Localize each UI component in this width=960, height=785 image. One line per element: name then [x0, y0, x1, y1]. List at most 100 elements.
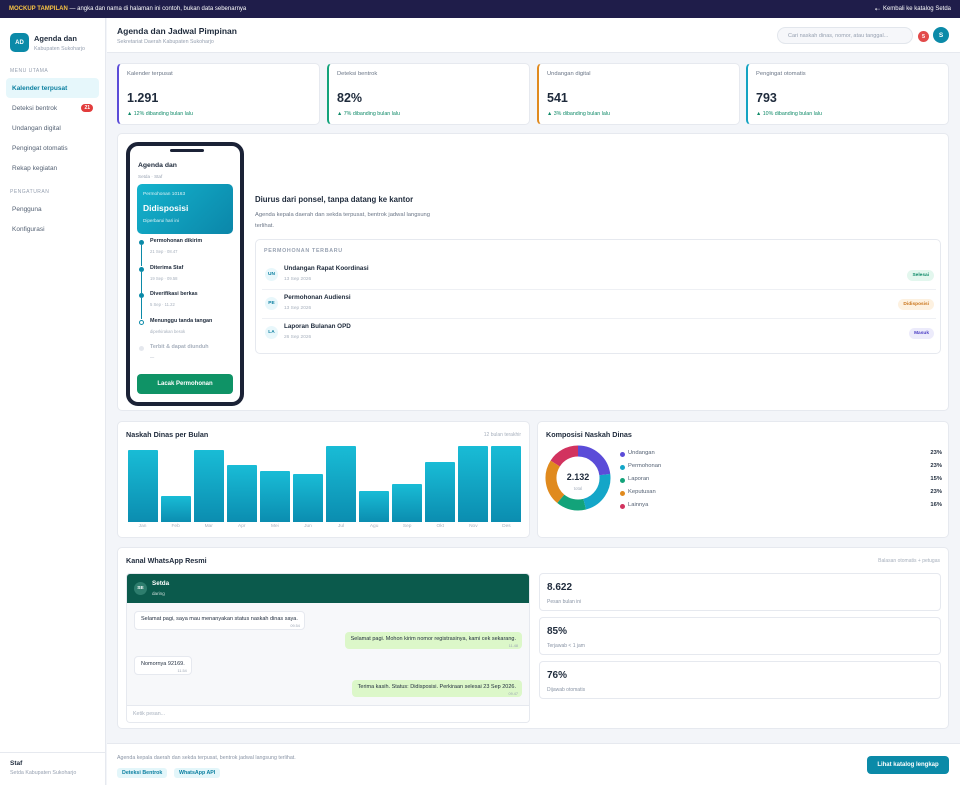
donut-center-label: total [574, 486, 583, 491]
chat-message-outgoing: Terima kasih. Status: Didisposisi. Perki… [351, 680, 522, 697]
timeline-step: Terbit & dapat diunduh — [139, 344, 235, 371]
x-tick-label: Jul [337, 524, 345, 529]
bar-jan[interactable] [127, 450, 158, 522]
step-connector [141, 245, 142, 266]
message-time: 09.47 [508, 692, 518, 696]
step-date: — [150, 355, 155, 360]
sidebar-item-label: Undangan digital [12, 124, 61, 132]
stat-label: Undangan digital [547, 71, 591, 77]
sidebar-item-pengingat-otomatis[interactable]: Pengingat otomatis [6, 138, 99, 158]
list-item[interactable]: UN Undangan Rapat Koordinasi 13 Sep 2026… [262, 261, 936, 290]
message-time: 11.48 [508, 644, 518, 648]
stat-trend: ▲ 12% dibanding bulan lalu [127, 111, 193, 117]
x-tick-label: Sep [402, 524, 412, 529]
header: Agenda dan Jadwal Pimpinan Sekretariat D… [107, 18, 960, 53]
bar-nov[interactable] [458, 446, 489, 522]
sidebar-item-rekap-kegiatan[interactable]: Rekap kegiatan [6, 158, 99, 178]
sidebar-item-deteksi-bentrok[interactable]: Deteksi bentrok 21 [6, 98, 99, 118]
stat-card: Deteksi bentrok 82% ▲ 7% dibanding bulan… [327, 63, 530, 125]
chat-message-outgoing: Selamat pagi. Mohon kirim nomor registra… [344, 632, 522, 649]
stat-card: Undangan digital 541 ▲ 3% dibanding bula… [537, 63, 740, 125]
stat-value: 82% [337, 91, 363, 105]
bar-mar[interactable] [193, 450, 224, 522]
bar-jul[interactable] [326, 446, 357, 522]
bar-jun[interactable] [292, 473, 323, 522]
phone-title: Agenda dan [138, 162, 177, 169]
stat-trend: ▲ 10% dibanding bulan lalu [756, 111, 822, 117]
user-name: Staf [10, 760, 23, 767]
bar-feb[interactable] [160, 496, 191, 522]
back-to-catalog-link[interactable]: ⇠ Kembali ke katalog Setda [875, 6, 951, 13]
donut-slice-undangan[interactable] [577, 445, 611, 476]
contact-status: daring [152, 591, 165, 596]
list-item[interactable]: PE Permohonan Audiensi 13 Sep 2026 Didis… [262, 290, 936, 319]
phone-mockup: Agenda dan Setda · Staf Permohonan 10163… [126, 142, 244, 406]
step-current-dot [139, 319, 144, 325]
bar-agu[interactable] [359, 490, 390, 522]
arrow-left-icon: ⇠ [874, 6, 880, 13]
kpi-value: 76% [547, 670, 568, 681]
stat-trend: ▲ 3% dibanding bulan lalu [547, 111, 610, 117]
status-badge: Didisposisi [898, 299, 934, 310]
chart-title: Naskah Dinas per Bulan [126, 430, 209, 439]
legend-percent: 23% [930, 463, 942, 469]
contact-avatar: SE [134, 582, 147, 595]
legend-label: Laporan [628, 476, 650, 482]
message-time: 11.54 [177, 669, 187, 673]
step-date: diperkirakan besok [150, 328, 186, 334]
donut-slice-laporan[interactable] [557, 494, 587, 511]
contact-name: Setda [152, 580, 170, 587]
sidebar-item-kalender-terpusat[interactable]: Kalender terpusat [6, 78, 99, 98]
bar-mei[interactable] [259, 470, 290, 522]
legend-item: Undangan 23% [620, 450, 942, 460]
sidebar-item-label: Kalender terpusat [12, 84, 68, 92]
kpi-card: 8.622 Pesan bulan ini [539, 573, 941, 611]
request-title: Undangan Rapat Koordinasi [284, 265, 369, 272]
legend-label: Keputusan [628, 489, 656, 495]
feature-chip: WhatsApp API [174, 768, 221, 778]
donut-slice-lainnya[interactable] [550, 445, 579, 467]
search-input[interactable]: Cari naskah dinas, nomor, atau tanggal..… [777, 27, 913, 44]
step-date: 5 Sep · 11.22 [150, 302, 175, 307]
progress-timeline: Permohonan dikirim 21 Sep · 08.47 Diterim… [139, 238, 235, 371]
view-catalog-button[interactable]: Lihat katalog lengkap [867, 756, 949, 774]
banner-message: MOCKUP TAMPILAN — angka dan nama di hala… [9, 6, 246, 12]
bar-des[interactable] [491, 446, 522, 522]
request-date: 13 Sep 2026 [284, 306, 312, 311]
step-title: Menunggu tanda tangan [150, 317, 213, 324]
stat-label: Kalender terpusat [127, 71, 173, 77]
step-date: 19 Sep · 09.58 [150, 275, 178, 281]
bar-sep[interactable] [392, 483, 423, 522]
message-input[interactable]: Ketik pesan... [127, 705, 529, 722]
notification-badge[interactable]: 5 [918, 31, 929, 42]
request-updated: Diperbarui hari ini [143, 218, 180, 223]
chat-message-incoming: Selamat pagi, saya mau menanyakan status… [134, 611, 305, 630]
status-badge: Selesai [907, 270, 934, 281]
donut-slice-keputusan[interactable] [545, 460, 565, 504]
bar-apr[interactable] [226, 465, 257, 522]
recent-requests-panel: PERMOHONAN TERBARU UN Undangan Rapat Koo… [255, 239, 941, 354]
donut-center-value: 2.132 [567, 472, 590, 482]
step-done-dot [139, 266, 144, 272]
sidebar-item-konfigurasi[interactable]: Konfigurasi [6, 219, 99, 239]
footer: Agenda kepala daerah dan sekda terpusat,… [107, 743, 960, 785]
avatar[interactable]: S [933, 27, 949, 43]
donut-slice-permohonan[interactable] [582, 473, 611, 510]
step-title: Terbit & dapat diunduh [150, 344, 209, 350]
legend-label: Permohonan [628, 463, 662, 469]
list-item[interactable]: LA Laporan Bulanan OPD 26 Sep 2026 Masuk [262, 319, 936, 348]
track-request-button[interactable]: Lacak Permohonan [137, 374, 233, 394]
sidebar-item-undangan-digital[interactable]: Undangan digital [6, 118, 99, 138]
sidebar-item-pengguna[interactable]: Pengguna [6, 199, 99, 219]
step-done-dot [139, 293, 144, 298]
document-composition-chart: Komposisi Naskah Dinas 2.132 total Undan… [537, 421, 949, 538]
x-tick-label: Jan [138, 524, 147, 529]
sidebar-item-label: Konfigurasi [12, 225, 45, 233]
status-badge: Masuk [909, 328, 934, 339]
page-subtitle: Sekretariat Daerah Kabupaten Sukoharjo [117, 39, 214, 45]
bar-okt[interactable] [425, 461, 456, 522]
legend-item: Permohonan 23% [620, 463, 942, 473]
hero-heading: Diurus dari ponsel, tanpa datang ke kant… [255, 195, 414, 204]
sidebar-item-label: Pengingat otomatis [12, 144, 68, 152]
message-text: Terima kasih. Status: Didisposisi. Perki… [357, 684, 516, 690]
